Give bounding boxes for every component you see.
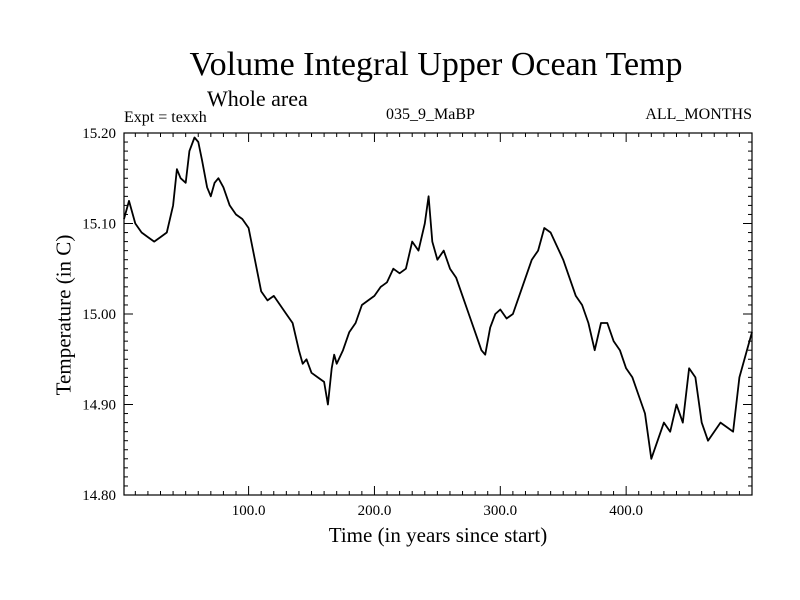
y-tick-label: 15.10 xyxy=(82,217,116,233)
x-tick-label: 100.0 xyxy=(232,503,266,519)
x-tick-label: 400.0 xyxy=(609,503,643,519)
series-line xyxy=(123,136,753,460)
y-tick-label: 15.20 xyxy=(82,126,116,142)
y-tick-label: 15.00 xyxy=(82,307,116,323)
y-tick-label: 14.80 xyxy=(82,488,116,504)
y-tick-label: 14.90 xyxy=(82,398,116,414)
x-axis-label: Time (in years since start) xyxy=(328,523,548,547)
experiment-label: Expt = texxh xyxy=(124,109,207,126)
run-id-label: 035_9_MaBP xyxy=(386,106,475,123)
chart-title: Volume Integral Upper Ocean Temp xyxy=(189,46,683,83)
months-label: ALL_MONTHS xyxy=(645,106,752,123)
x-tick-label: 300.0 xyxy=(483,503,517,519)
x-tick-label: 200.0 xyxy=(358,503,392,519)
chart-subtitle: Whole area xyxy=(207,86,308,111)
plot-frame xyxy=(123,132,753,496)
